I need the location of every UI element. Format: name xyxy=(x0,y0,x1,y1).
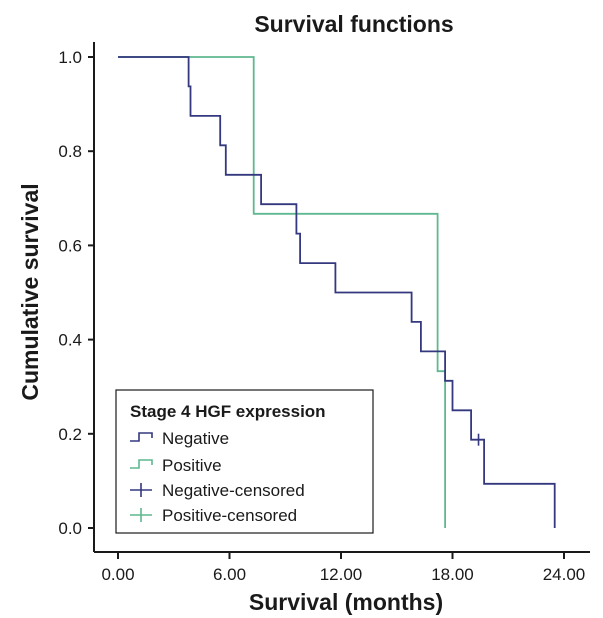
legend-swatch-negative xyxy=(130,432,153,442)
y-axis-label: Cumulative survival xyxy=(17,183,43,400)
legend-label-negative: Negative xyxy=(162,429,229,448)
legend-swatch-positive xyxy=(130,459,153,469)
chart-title: Survival functions xyxy=(254,11,453,37)
legend-box xyxy=(115,389,374,534)
x-tick-label: 24.00 xyxy=(543,565,586,584)
series-line-negative xyxy=(118,56,556,528)
series-layer xyxy=(118,56,556,528)
legend-swatch-positive-censored xyxy=(130,508,152,522)
legend-swatch-negative-censored xyxy=(130,483,152,497)
legend-label-negative-censored: Negative-censored xyxy=(162,481,305,500)
x-tick-label: 12.00 xyxy=(320,565,363,584)
x-tick-label: 18.00 xyxy=(431,565,474,584)
y-tick-label: 0.2 xyxy=(58,425,82,444)
y-tick-label: 0.6 xyxy=(58,236,82,255)
legend-label-positive: Positive xyxy=(162,456,222,475)
legend-label-positive-censored: Positive-censored xyxy=(162,506,297,525)
y-tick-label: 1.0 xyxy=(58,48,82,67)
y-tick-label: 0.8 xyxy=(58,142,82,161)
legend: Stage 4 HGF expression Negative Positive Ne… xyxy=(115,389,374,534)
x-axis-label: Survival (months) xyxy=(249,589,443,615)
y-tick-label: 0.4 xyxy=(58,331,82,350)
legend-title: Stage 4 HGF expression xyxy=(130,402,326,421)
axes: 0.0 0.2 0.4 0.6 0.8 1.0 0.00 6.00 12.00 18.00 24.0… xyxy=(58,42,590,584)
x-tick-label: 0.00 xyxy=(101,565,134,584)
y-tick-label: 0.0 xyxy=(58,519,82,538)
x-tick-label: 6.00 xyxy=(213,565,246,584)
